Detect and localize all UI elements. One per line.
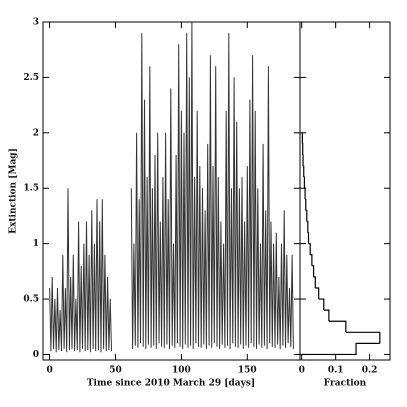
histogram-bin bbox=[308, 243, 311, 255]
histogram-bin bbox=[306, 220, 309, 233]
histogram-bin bbox=[304, 187, 306, 200]
right-frame bbox=[299, 21, 391, 361]
histogram-bin bbox=[305, 209, 308, 222]
histogram-bin bbox=[303, 165, 305, 178]
histogram-bin bbox=[303, 176, 306, 189]
y-axis-title: Extinction [Mag] bbox=[9, 148, 19, 234]
y-tick-label: 1.5 bbox=[23, 184, 39, 194]
histogram-bin bbox=[307, 231, 310, 244]
x-tick-label: 0.2 bbox=[362, 366, 378, 376]
y-tick-label: 2.5 bbox=[23, 73, 39, 83]
y-tick-label: 0.5 bbox=[23, 295, 39, 305]
x-axis-title: Fraction bbox=[324, 379, 367, 389]
x-tick-label: 50 bbox=[109, 366, 122, 376]
histogram-bin bbox=[328, 320, 347, 333]
histogram-bin bbox=[311, 265, 315, 277]
x-tick-label: 0 bbox=[299, 366, 305, 376]
histogram-bin bbox=[323, 309, 330, 322]
y-tick-label: 2 bbox=[33, 128, 39, 138]
histogram-bin bbox=[345, 331, 381, 344]
extinction-line bbox=[49, 21, 294, 353]
x-tick-label: 0 bbox=[46, 366, 52, 376]
histogram-bin bbox=[305, 198, 307, 211]
y-tick-label: 1 bbox=[33, 239, 39, 249]
histogram-bin bbox=[318, 298, 325, 311]
y-tick-label: 3 bbox=[33, 18, 39, 28]
x-axis-title: Time since 2010 March 29 [days] bbox=[87, 379, 255, 389]
histogram-bin bbox=[310, 254, 313, 266]
histogram-bin bbox=[313, 276, 316, 288]
x-tick-label: 150 bbox=[238, 366, 257, 376]
y-tick-label: 0 bbox=[33, 350, 39, 360]
histogram-bin bbox=[315, 287, 320, 300]
x-tick-label: 0.1 bbox=[328, 366, 344, 376]
histogram-bin bbox=[301, 132, 303, 144]
histogram-bin bbox=[301, 342, 380, 356]
x-tick-label: 100 bbox=[172, 366, 191, 376]
